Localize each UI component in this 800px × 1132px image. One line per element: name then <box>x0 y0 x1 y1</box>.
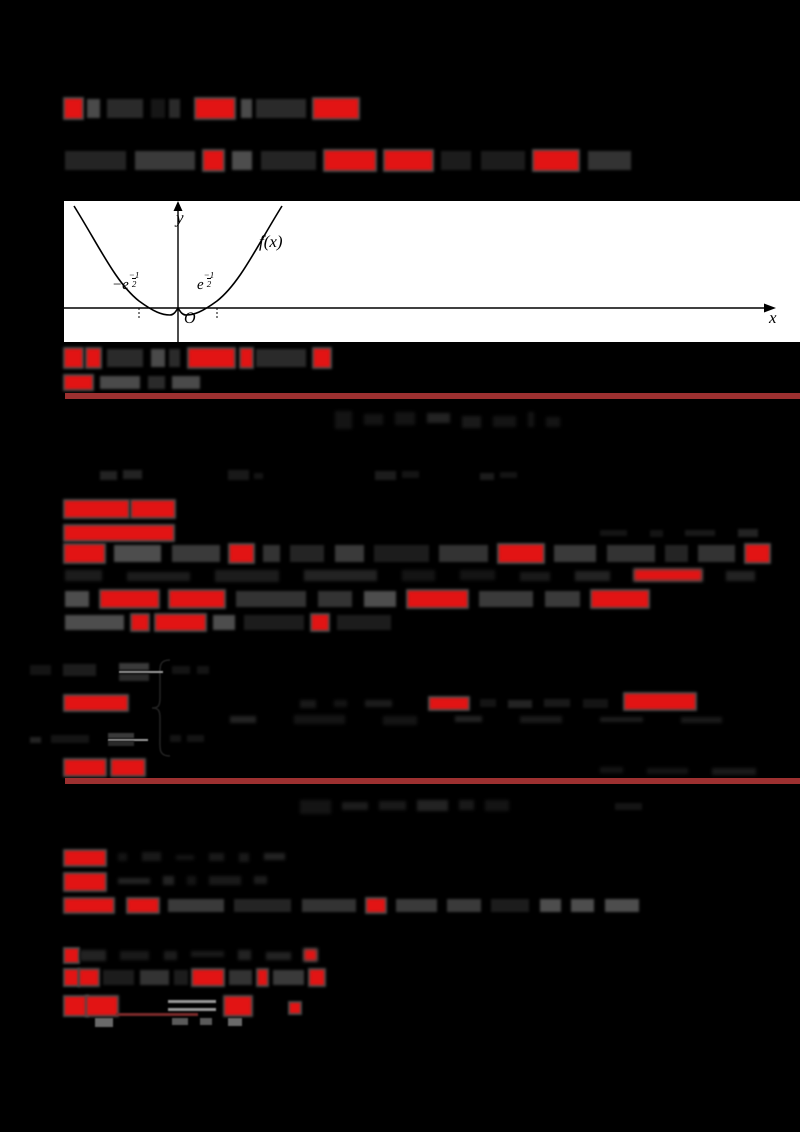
svg-text:O: O <box>184 310 196 327</box>
svg-text:x: x <box>768 308 777 327</box>
svg-text:y: y <box>174 208 184 227</box>
svg-text:f(x): f(x) <box>259 232 283 251</box>
